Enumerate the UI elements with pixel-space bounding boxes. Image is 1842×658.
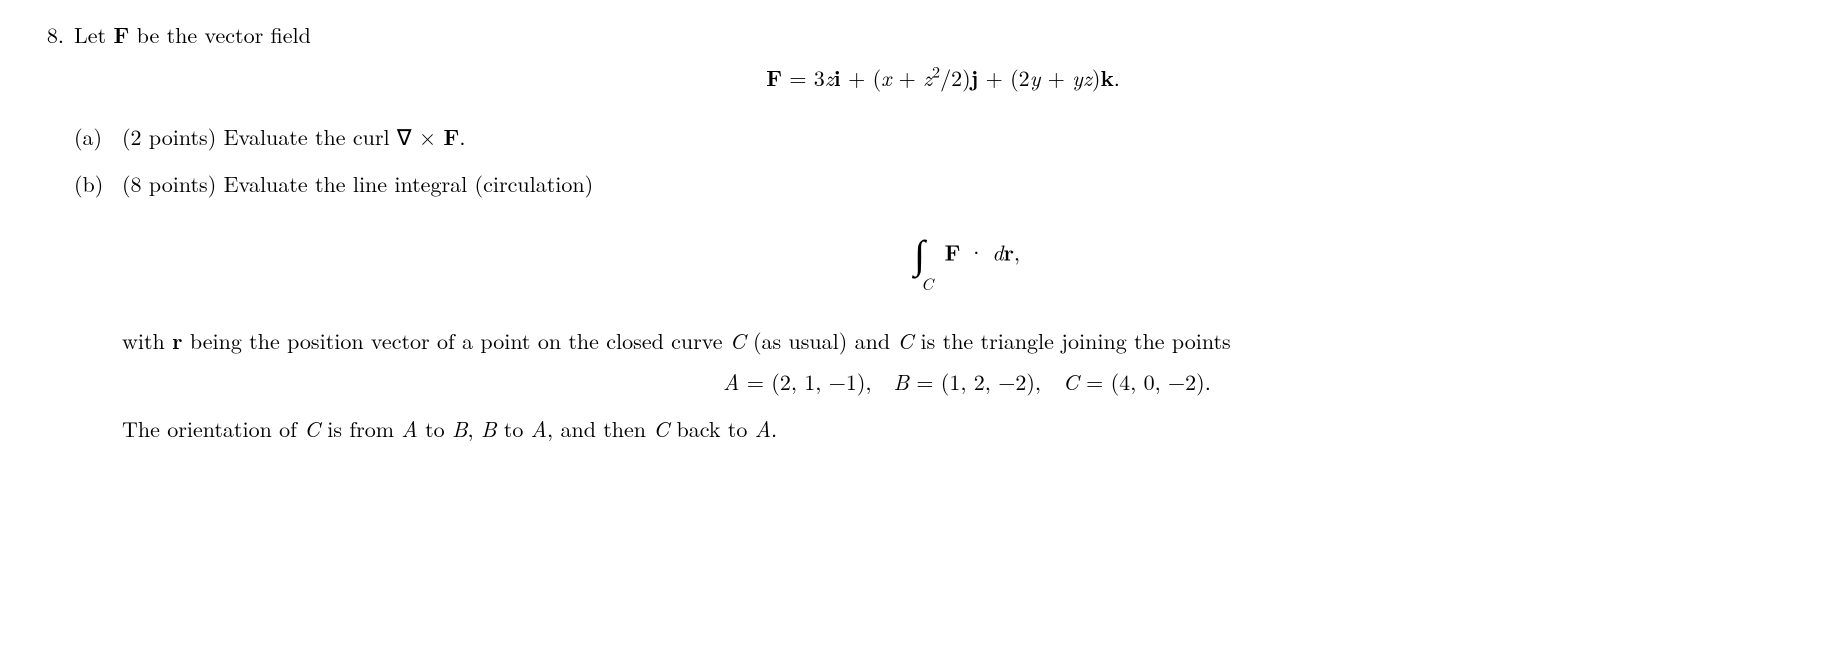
- vector-field-equation: F = 3zi + (x + z2/2)j + (2y + yz)k.: [74, 61, 1812, 94]
- triangle-description: with r being the position vector of a po…: [122, 324, 1812, 357]
- integral-display: ∫C F · dr,: [122, 222, 1812, 282]
- subpart-a-body: (2 points) Evaluate the curl ∇ × F.: [122, 120, 1812, 153]
- subparts: (a) (2 points) Evaluate the curl ∇ × F. …: [74, 120, 1812, 310]
- subpart-b-body: (8 points) Evaluate the line integral (c…: [122, 167, 1812, 310]
- integral-subscript: C: [921, 271, 933, 295]
- integral-integrand: F · dr,: [944, 237, 1020, 268]
- subpart-b-points: (8 points): [122, 168, 216, 199]
- subpart-b-label: (b): [74, 167, 122, 200]
- integral-sign: ∫C: [914, 222, 937, 282]
- problem-number: 8.: [30, 18, 74, 51]
- problem-container: 8. Let F be the vector field F = 3zi + (…: [30, 18, 1812, 449]
- subpart-a-points: (2 points): [122, 121, 216, 152]
- subpart-a: (a) (2 points) Evaluate the curl ∇ × F.: [74, 120, 1812, 153]
- subpart-a-label: (a): [74, 120, 122, 153]
- problem-body: Let F be the vector field F = 3zi + (x +…: [74, 18, 1812, 449]
- triangle-points-equation: A = (2, 1, −1), B = (1, 2, −2), C = (4, …: [122, 365, 1812, 398]
- subpart-b-continuation: with r being the position vector of a po…: [122, 324, 1812, 445]
- orientation-description: The orientation of C is from A to B, B t…: [122, 412, 1812, 445]
- curl-expression: ∇ × F.: [397, 121, 466, 152]
- intro-line: Let F be the vector field: [74, 18, 1812, 51]
- subpart-a-text-prefix: Evaluate the curl: [216, 121, 397, 152]
- subpart-b: (b) (8 points) Evaluate the line integra…: [74, 167, 1812, 310]
- subpart-b-text: Evaluate the line integral (circulation): [216, 168, 593, 199]
- intro-vector-F: F: [113, 19, 129, 50]
- intro-suffix: be the vector field: [129, 19, 311, 50]
- intro-prefix: Let: [74, 19, 113, 50]
